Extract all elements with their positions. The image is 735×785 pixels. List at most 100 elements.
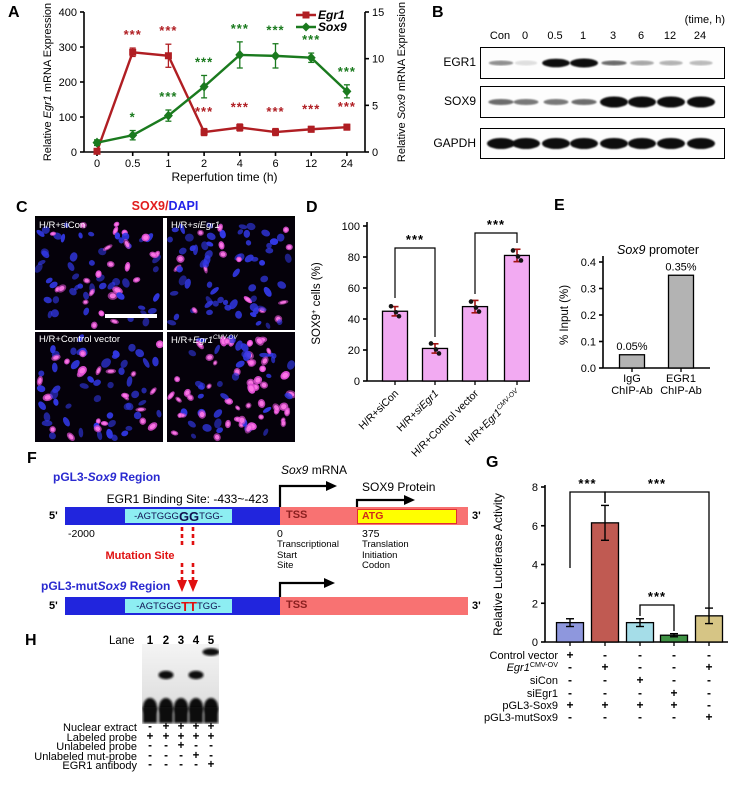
panel-b-time-note: (time, h) (684, 14, 725, 26)
svg-text:-: - (707, 673, 711, 687)
svg-text:0: 0 (354, 376, 360, 388)
svg-text:1: 1 (165, 158, 171, 170)
svg-text:***: *** (231, 100, 249, 115)
mut-tss-arrowhead (324, 578, 335, 588)
emsa-condition-mark: - (194, 759, 198, 771)
svg-text:-: - (672, 673, 676, 687)
blot-row-label: EGR1 (443, 55, 476, 69)
svg-text:Reperfution time (h): Reperfution time (h) (171, 170, 277, 184)
svg-text:20: 20 (348, 345, 360, 357)
panel-h-label: H (25, 632, 37, 649)
pgl3-mutsox9-region-title: pGL3-mutSox9 Region (41, 579, 171, 593)
emsa-gel-bands (143, 648, 220, 723)
quadrant-label: H/R+siCon (39, 220, 86, 231)
svg-text:2: 2 (201, 158, 207, 170)
mut-promoter-bar: TSS -AGTGGG TT TGG- (65, 597, 468, 615)
gel-lane-number: 2 (162, 635, 170, 647)
emsa-row-label: Unlabeled probe (56, 741, 137, 753)
microscopy-quadrant: H/R+siEgr1 (167, 218, 295, 330)
bar-group (421, 341, 449, 385)
atg-box: ATG (357, 509, 457, 524)
emsa-row-label: Labeled probe (66, 731, 137, 744)
svg-text:SOX9+ cells (%): SOX9+ cells (%) (309, 262, 323, 345)
panel-g-label: G (486, 454, 499, 471)
panel-e: E 0.0 0.1 0.2 0.3 0.4 % Input (%) Sox9 promote… (540, 195, 735, 410)
emsa-condition-mark: - (194, 740, 198, 752)
svg-text:***: *** (648, 589, 666, 604)
svg-text:*: * (130, 110, 136, 125)
svg-text:5: 5 (372, 100, 378, 112)
emsa-condition-mark: - (148, 740, 152, 752)
atg-label: ATG (362, 510, 384, 522)
blot-row-label: GAPDH (433, 135, 476, 150)
svg-text:4: 4 (532, 560, 538, 572)
panel-e-bar-chart: 0.0 0.1 0.2 0.3 0.4 % Input (%) Sox9 promoter 0… (559, 243, 710, 397)
svg-text:pGL3-mutSox9: pGL3-mutSox9 (484, 712, 558, 724)
svg-text:+: + (636, 673, 643, 687)
panel-d: D 0 20 40 60 80 100 SOX9+ cells (%) H/R+siCon H/… (300, 195, 531, 460)
sig-brackets (569, 491, 710, 631)
panel-g-bar-chart: 0 2 4 6 8 Relative Luciferase Activity *** *** *… (484, 476, 728, 724)
svg-text:100: 100 (342, 221, 360, 233)
svg-text:-: - (638, 686, 642, 700)
svg-text:80: 80 (348, 252, 360, 264)
svg-text:-: - (672, 648, 676, 662)
pos-375: 375 (362, 528, 380, 540)
svg-text:-: - (638, 648, 642, 662)
svg-text:siEgr1: siEgr1 (527, 688, 558, 700)
svg-text:200: 200 (59, 77, 77, 89)
svg-text:+: + (705, 660, 712, 674)
panel-c-title-part: SOX9/ (131, 199, 169, 213)
panel-g: G 0 2 4 6 8 Relative Luciferase Activity *** **… (480, 450, 735, 728)
svg-text:***: *** (195, 54, 213, 69)
svg-text:60: 60 (348, 283, 360, 295)
blot-row-label: SOX9 (443, 94, 476, 108)
panel-f: F pGL3-Sox9 Region EGR1 Binding Site: -4… (25, 450, 490, 625)
svg-text:24: 24 (341, 158, 353, 170)
emsa-condition-mark: - (148, 759, 152, 771)
svg-text:4: 4 (237, 158, 243, 170)
svg-text:Egr1CMV-OV: Egr1CMV-OV (507, 661, 559, 674)
protein-arrow (355, 498, 404, 507)
svg-text:+: + (566, 648, 573, 662)
wt-three-prime: 3' (472, 510, 481, 522)
panel-a-label: A (8, 4, 20, 21)
svg-text:Control vector: Control vector (490, 650, 559, 662)
svg-text:100: 100 (59, 112, 77, 124)
emsa-condition-mark: + (162, 730, 170, 743)
svg-text:% Input (%): % Input (%) (559, 285, 571, 345)
wt-downstream-segment: TSS ATG (280, 507, 468, 525)
emsa-condition-mark: - (148, 721, 152, 733)
emsa-condition-mark: - (209, 740, 213, 752)
mut-tss-label: TSS (286, 599, 308, 611)
svg-text:-: - (707, 686, 711, 700)
svg-text:***: *** (266, 104, 284, 119)
bar-group (461, 299, 489, 385)
protein-arrowhead (404, 495, 415, 505)
svg-text:6: 6 (272, 158, 278, 170)
svg-text:***: *** (266, 23, 284, 38)
svg-text:Relative Sox9 mRNA Expression: Relative Sox9 mRNA Expression (396, 2, 408, 162)
svg-text:12: 12 (305, 158, 317, 170)
svg-text:-: - (568, 686, 572, 700)
panel-d-label: D (306, 199, 318, 216)
wt-tss-label: TSS (286, 509, 308, 521)
scale-bar (105, 314, 157, 318)
emsa-condition-mark: + (177, 721, 185, 733)
emsa-condition-mark: + (177, 740, 185, 752)
emsa-condition-mark: + (146, 730, 154, 743)
svg-text:***: *** (406, 232, 424, 247)
svg-text:6: 6 (532, 521, 538, 533)
svg-text:***: *** (338, 99, 356, 114)
lane-label: 0.5 (547, 30, 563, 42)
microscopy-quadrant: H/R+Control vector (35, 332, 163, 442)
svg-text:Sox9 promoter: Sox9 promoter (617, 243, 699, 257)
svg-text:IgG: IgG (623, 373, 641, 385)
svg-text:***: *** (302, 101, 320, 116)
svg-text:Relative Luciferase Activity: Relative Luciferase Activity (491, 493, 505, 636)
gel-lane-number: 5 (207, 635, 215, 647)
svg-text:-: - (603, 710, 607, 724)
panel-c-underline (35, 216, 295, 218)
gel-lane-number: 4 (192, 635, 200, 647)
svg-text:300: 300 (59, 42, 77, 54)
